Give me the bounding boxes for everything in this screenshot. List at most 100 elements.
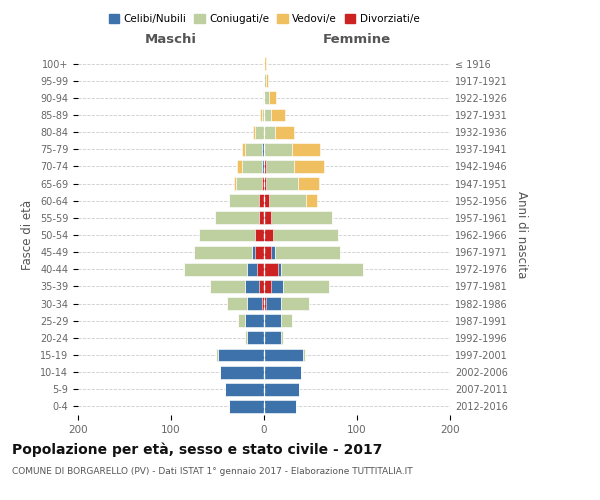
Bar [264, 194, 269, 207]
Bar [238, 314, 245, 327]
Bar [292, 143, 320, 156]
Text: Femmine: Femmine [323, 34, 391, 46]
Bar [215, 348, 218, 362]
Bar [264, 194, 267, 207]
Bar [266, 177, 298, 190]
Bar [225, 383, 264, 396]
Bar [263, 92, 264, 104]
Bar [229, 400, 264, 413]
Bar [275, 246, 340, 258]
Bar [275, 126, 294, 138]
Bar [245, 314, 264, 327]
Bar [245, 332, 247, 344]
Bar [259, 212, 264, 224]
Y-axis label: Anni di nascita: Anni di nascita [515, 192, 527, 278]
Bar [218, 348, 264, 362]
Bar [262, 108, 264, 122]
Bar [264, 400, 296, 413]
Bar [262, 297, 264, 310]
Bar [264, 366, 301, 378]
Bar [264, 246, 275, 258]
Text: Maschi: Maschi [145, 34, 197, 46]
Bar [264, 108, 271, 122]
Bar [271, 108, 286, 122]
Bar [252, 246, 264, 258]
Bar [269, 212, 332, 224]
Bar [247, 332, 264, 344]
Bar [262, 177, 264, 190]
Text: Popolazione per età, sesso e stato civile - 2017: Popolazione per età, sesso e stato civil… [12, 442, 382, 457]
Bar [264, 177, 266, 190]
Bar [281, 297, 308, 310]
Bar [264, 297, 281, 310]
Bar [283, 280, 329, 293]
Bar [236, 177, 262, 190]
Bar [271, 228, 338, 241]
Bar [234, 177, 236, 190]
Bar [264, 246, 271, 258]
Bar [259, 194, 264, 207]
Bar [199, 228, 254, 241]
Bar [264, 177, 266, 190]
Bar [266, 74, 268, 87]
Bar [242, 160, 262, 173]
Bar [194, 246, 252, 258]
Bar [264, 348, 303, 362]
Bar [264, 160, 266, 173]
Bar [260, 108, 262, 122]
Bar [254, 246, 264, 258]
Bar [247, 263, 264, 276]
Bar [245, 280, 264, 293]
Bar [264, 263, 281, 276]
Bar [264, 228, 274, 241]
Bar [264, 314, 281, 327]
Bar [264, 383, 299, 396]
Bar [298, 177, 319, 190]
Bar [264, 160, 266, 173]
Bar [242, 143, 245, 156]
Bar [227, 297, 247, 310]
Bar [245, 143, 262, 156]
Bar [281, 263, 362, 276]
Bar [264, 280, 283, 293]
Bar [264, 212, 269, 224]
Bar [264, 228, 271, 241]
Bar [261, 194, 264, 207]
Bar [264, 74, 266, 87]
Bar [184, 263, 247, 276]
Bar [215, 212, 259, 224]
Bar [254, 228, 264, 241]
Bar [306, 194, 317, 207]
Text: COMUNE DI BORGARELLO (PV) - Dati ISTAT 1° gennaio 2017 - Elaborazione TUTTITALIA: COMUNE DI BORGARELLO (PV) - Dati ISTAT 1… [12, 468, 413, 476]
Bar [253, 126, 254, 138]
Bar [254, 126, 264, 138]
Bar [262, 160, 264, 173]
Bar [264, 263, 278, 276]
Bar [247, 297, 264, 310]
Bar [264, 126, 275, 138]
Bar [210, 280, 245, 293]
Bar [264, 57, 266, 70]
Bar [264, 143, 292, 156]
Bar [264, 332, 281, 344]
Bar [264, 297, 266, 310]
Bar [264, 212, 271, 224]
Bar [237, 160, 242, 173]
Bar [264, 280, 271, 293]
Bar [269, 92, 276, 104]
Bar [266, 160, 294, 173]
Bar [267, 194, 306, 207]
Bar [254, 228, 264, 241]
Y-axis label: Fasce di età: Fasce di età [22, 200, 34, 270]
Bar [264, 92, 269, 104]
Bar [259, 280, 264, 293]
Bar [303, 348, 305, 362]
Bar [257, 263, 264, 276]
Bar [229, 194, 261, 207]
Bar [281, 332, 283, 344]
Bar [281, 314, 292, 327]
Bar [259, 212, 264, 224]
Legend: Celibi/Nubili, Coniugati/e, Vedovi/e, Divorziati/e: Celibi/Nubili, Coniugati/e, Vedovi/e, Di… [104, 10, 424, 29]
Bar [262, 143, 264, 156]
Bar [294, 160, 323, 173]
